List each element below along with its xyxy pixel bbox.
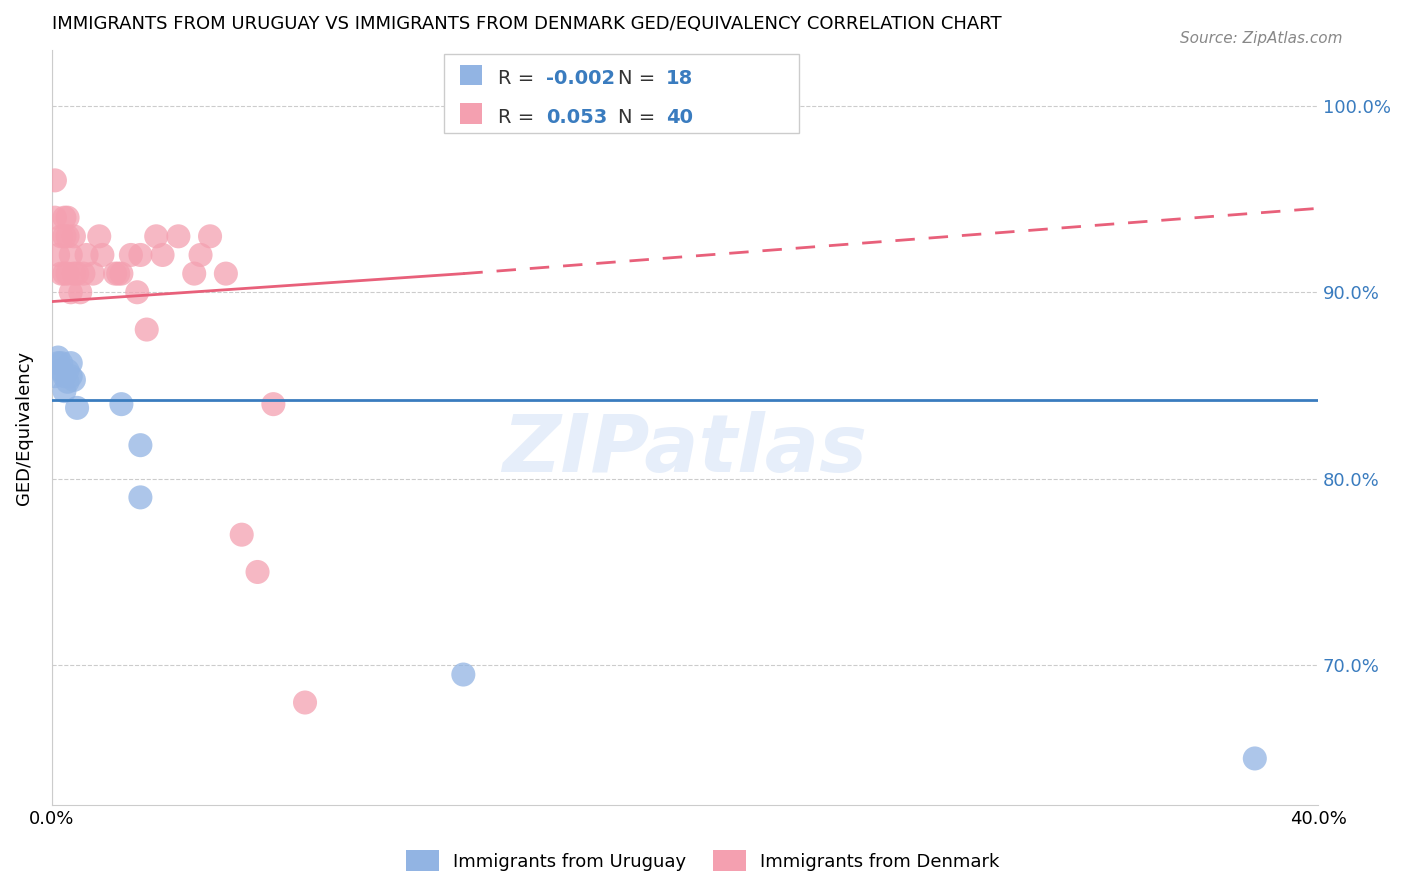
Point: [44, 173, 66, 187]
Legend: Immigrants from Uruguay, Immigrants from Denmark: Immigrants from Uruguay, Immigrants from…: [399, 843, 1007, 879]
Point: [82, 267, 104, 281]
Point: [129, 438, 152, 452]
Point: [53, 384, 76, 398]
Point: [59, 369, 82, 384]
Text: N =: N =: [617, 108, 661, 128]
Text: 18: 18: [666, 69, 693, 88]
FancyBboxPatch shape: [460, 65, 482, 86]
Y-axis label: GED/Equivalency: GED/Equivalency: [15, 351, 32, 505]
Point: [262, 397, 284, 411]
Point: [59, 248, 82, 262]
Point: [63, 373, 86, 387]
Point: [56, 375, 79, 389]
Point: [167, 229, 190, 244]
Point: [89, 229, 111, 244]
Point: [56, 229, 79, 244]
Point: [120, 248, 142, 262]
Point: [46, 356, 69, 370]
Text: 40: 40: [666, 108, 693, 128]
Point: [135, 322, 157, 336]
Point: [129, 491, 152, 505]
Point: [183, 267, 205, 281]
Point: [59, 356, 82, 370]
Point: [63, 267, 86, 281]
Point: [190, 248, 212, 262]
Point: [152, 248, 174, 262]
Text: -0.002: -0.002: [546, 69, 614, 88]
Point: [56, 211, 79, 225]
Point: [53, 229, 76, 244]
Text: IMMIGRANTS FROM URUGUAY VS IMMIGRANTS FROM DENMARK GED/EQUIVALENCY CORRELATION C: IMMIGRANTS FROM URUGUAY VS IMMIGRANTS FR…: [52, 15, 1001, 33]
Point: [51, 356, 73, 370]
Point: [53, 211, 76, 225]
FancyBboxPatch shape: [444, 54, 799, 133]
Point: [72, 267, 94, 281]
Text: R =: R =: [498, 69, 540, 88]
Point: [294, 696, 316, 710]
Point: [69, 285, 91, 300]
Point: [110, 397, 132, 411]
Point: [453, 667, 475, 681]
Point: [51, 229, 73, 244]
Text: N =: N =: [617, 69, 661, 88]
Point: [110, 267, 132, 281]
Point: [66, 267, 89, 281]
Point: [145, 229, 167, 244]
Point: [104, 267, 127, 281]
Text: Source: ZipAtlas.com: Source: ZipAtlas.com: [1180, 31, 1343, 46]
Point: [129, 248, 152, 262]
Point: [44, 211, 66, 225]
Point: [198, 229, 221, 244]
Point: [107, 267, 129, 281]
Point: [246, 565, 269, 579]
Point: [231, 527, 253, 541]
Point: [44, 369, 66, 384]
Point: [51, 363, 73, 377]
Point: [53, 267, 76, 281]
Text: 0.053: 0.053: [546, 108, 607, 128]
Point: [1243, 751, 1265, 765]
Point: [53, 369, 76, 384]
Point: [215, 267, 238, 281]
Text: ZIPatlas: ZIPatlas: [502, 411, 868, 489]
Point: [56, 363, 79, 377]
Point: [127, 285, 149, 300]
Point: [63, 229, 86, 244]
Text: R =: R =: [498, 108, 540, 128]
Point: [91, 248, 114, 262]
Point: [56, 267, 79, 281]
Point: [66, 401, 89, 415]
Point: [59, 285, 82, 300]
FancyBboxPatch shape: [460, 103, 482, 124]
Point: [76, 248, 98, 262]
Point: [51, 267, 73, 281]
Point: [46, 351, 69, 365]
Point: [46, 248, 69, 262]
